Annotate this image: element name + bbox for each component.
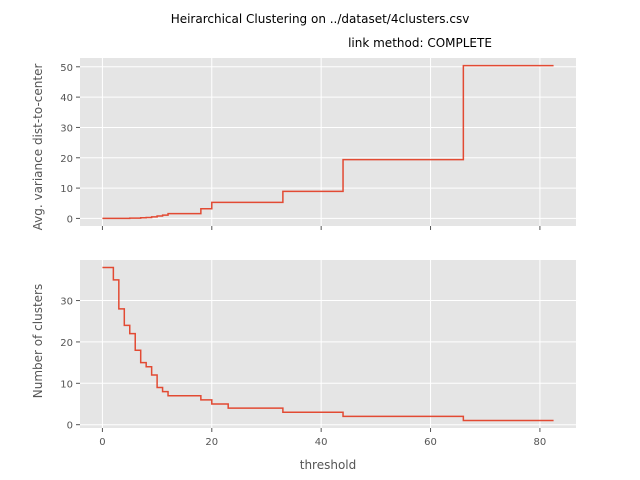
variance-panel: 0 10 20 30 40 50 Avg. variance dist-to-center	[31, 58, 576, 230]
x-axis-label: threshold	[300, 458, 357, 472]
y-axis-label: Number of clusters	[31, 284, 45, 398]
x-tick-label: 40	[315, 437, 328, 448]
plot-area	[80, 58, 576, 226]
x-tick-label: 0	[99, 437, 105, 448]
y-tick-label: 30	[60, 297, 73, 308]
y-tick-label: 10	[60, 184, 73, 195]
x-tick-label: 20	[205, 437, 218, 448]
y-axis-label: Avg. variance dist-to-center	[31, 64, 45, 231]
plot-area	[80, 260, 576, 428]
clusters-panel: 0 20 40 60 80 0 10 20 30 Number of clusters thresh…	[31, 260, 576, 472]
series-line	[102, 64, 554, 220]
y-tick-label: 30	[60, 123, 73, 134]
y-tick-label: 20	[60, 338, 73, 349]
chart-title: Heirarchical Clustering on ../dataset/4c…	[171, 12, 470, 26]
y-tick-label: 0	[67, 421, 73, 432]
x-tick-label: 60	[424, 437, 437, 448]
y-tick-label: 10	[60, 379, 73, 390]
chart-subtitle: link method: COMPLETE	[348, 36, 492, 50]
y-tick-label: 0	[67, 214, 73, 225]
y-tick-label: 20	[60, 154, 73, 165]
y-tick-label: 40	[60, 93, 73, 104]
series-line	[102, 266, 554, 422]
x-tick-label: 80	[534, 437, 547, 448]
y-tick-label: 50	[60, 63, 73, 74]
